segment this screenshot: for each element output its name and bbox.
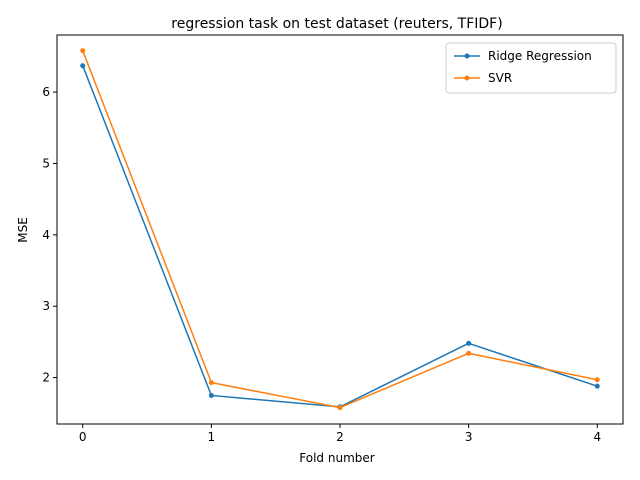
series-0-point [80,63,86,69]
x-tick-label: 2 [336,430,344,444]
chart-title: regression task on test dataset (reuters… [171,16,502,32]
series-1-point [594,377,600,383]
series-1-point [208,380,214,386]
y-tick-label: 3 [42,299,50,313]
y-tick-label: 6 [42,85,50,99]
y-tick-label: 4 [42,228,50,242]
series-line-1 [82,50,598,409]
x-axis-ticks: 0 1 2 3 4 [79,424,601,444]
series-0-point [466,340,472,346]
series-line-0 [82,65,598,408]
series-layer [80,48,600,411]
x-tick-label: 1 [208,430,216,444]
legend-box [445,42,617,94]
y-tick-label: 5 [42,156,50,170]
y-tick-label: 2 [42,371,50,385]
legend: Ridge Regression SVR [445,42,617,94]
legend-label: Ridge Regression [488,49,592,63]
series-0-point [208,392,214,398]
legend-label: SVR [488,71,512,85]
y-axis-label: MSE [16,217,30,243]
series-0-point [594,383,600,389]
x-tick-label: 4 [593,430,601,444]
series-1-point [337,405,343,411]
x-axis-label: Fold number [299,451,374,465]
y-axis-ticks: 2 3 4 5 6 [42,85,57,385]
x-tick-label: 3 [465,430,473,444]
legend-swatch-marker [464,75,470,81]
series-1-point [466,350,472,356]
series-1-point [80,48,86,54]
x-tick-label: 0 [79,430,87,444]
legend-swatch-marker [464,53,470,59]
